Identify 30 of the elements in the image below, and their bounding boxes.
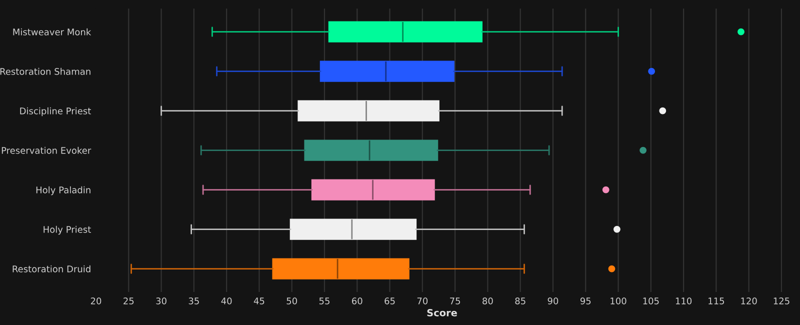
- y-tick-label: Holy Paladin: [36, 186, 90, 196]
- x-tick-label: 55: [319, 298, 330, 304]
- x-tick-label: 45: [254, 298, 264, 304]
- y-tick-label: Preservation Evoker: [2, 146, 92, 154]
- y-tick-label: Mistweaver Monk: [13, 28, 92, 36]
- x-tick-label: 90: [548, 298, 558, 304]
- x-tick-label: 95: [580, 298, 591, 304]
- x-tick-label: 30: [156, 298, 166, 304]
- x-tick-label: 125: [774, 298, 790, 304]
- x-tick-label: 100: [610, 298, 626, 304]
- x-tick-label: 105: [643, 298, 659, 304]
- x-tick-label: 110: [676, 298, 692, 304]
- x-tick-label: 75: [450, 298, 460, 304]
- y-tick-label: Restoration Shaman: [0, 68, 90, 75]
- x-tick-label: 120: [741, 298, 757, 304]
- y-tick-label: Discipline Priest: [20, 107, 91, 116]
- x-tick-label: 85: [515, 298, 526, 304]
- x-tick-label: 60: [352, 298, 362, 304]
- x-tick-label: 20: [90, 298, 102, 304]
- x-tick-label: 35: [188, 298, 199, 304]
- x-tick-label: 80: [482, 298, 493, 304]
- x-tick-label: 50: [286, 298, 297, 304]
- x-tick-label: 65: [384, 298, 395, 304]
- y-tick-label: Holy Priest: [44, 226, 91, 235]
- x-tick-label: 40: [221, 298, 232, 304]
- x-tick-label: 70: [417, 298, 428, 304]
- y-tick-label: Restoration Druid: [12, 265, 90, 272]
- x-tick-label: 115: [708, 298, 724, 304]
- x-axis-title: Score: [427, 309, 457, 316]
- x-tick-label: 25: [124, 298, 134, 304]
